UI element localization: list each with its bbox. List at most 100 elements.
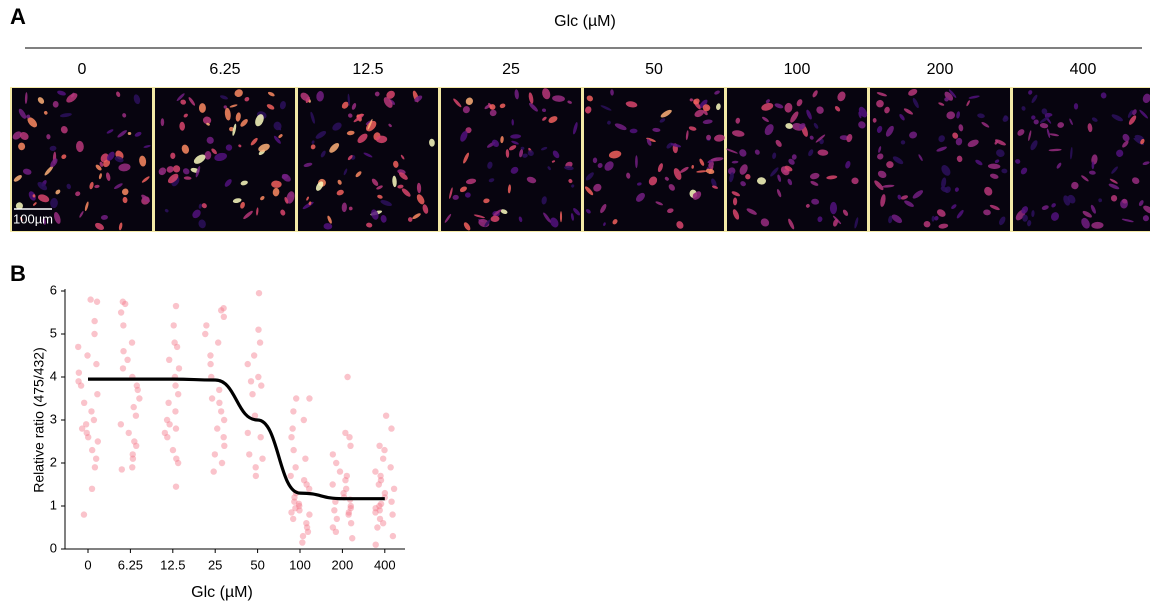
- data-point: [347, 504, 354, 512]
- cell: [541, 108, 547, 113]
- cell: [1041, 108, 1048, 115]
- cell: [84, 201, 89, 212]
- data-point: [305, 485, 313, 492]
- cell: [977, 113, 985, 119]
- x-tick-label: 6.25: [118, 557, 143, 572]
- data-point: [210, 468, 217, 475]
- cell: [75, 191, 81, 197]
- cell: [392, 175, 397, 188]
- cell: [809, 172, 820, 180]
- data-point: [299, 539, 306, 546]
- cell: [520, 146, 525, 150]
- cell: [568, 179, 573, 184]
- cell: [608, 150, 622, 159]
- cell: [158, 167, 167, 176]
- cell: [941, 165, 951, 176]
- cell: [659, 118, 666, 123]
- cell: [449, 187, 453, 199]
- data-point: [133, 382, 141, 389]
- cell: [1121, 218, 1134, 223]
- data-point: [91, 330, 98, 338]
- cell: [229, 126, 234, 132]
- cell: [118, 163, 131, 172]
- data-point: [172, 483, 180, 490]
- cell: [315, 181, 324, 191]
- cell: [897, 194, 902, 200]
- cell: [968, 95, 980, 99]
- cell: [98, 173, 102, 180]
- data-point: [207, 360, 214, 368]
- cell: [670, 143, 682, 148]
- cell: [923, 220, 931, 228]
- data-point: [117, 309, 125, 316]
- data-point: [252, 472, 260, 480]
- cell: [552, 95, 565, 102]
- cell: [500, 209, 508, 215]
- cell: [527, 150, 534, 156]
- data-point: [299, 532, 307, 540]
- cell: [900, 140, 906, 145]
- data-point: [306, 395, 313, 402]
- cell: [955, 137, 963, 146]
- cell: [731, 160, 739, 164]
- data-point: [164, 434, 171, 441]
- data-point: [344, 373, 351, 381]
- cell: [13, 175, 22, 182]
- cell: [1028, 130, 1032, 142]
- cell: [141, 194, 150, 203]
- cell: [271, 180, 282, 188]
- cell: [548, 116, 558, 123]
- cell: [43, 110, 48, 115]
- cell: [679, 166, 689, 173]
- cell: [416, 182, 422, 194]
- cell: [500, 135, 504, 144]
- cell: [550, 217, 559, 228]
- data-point: [333, 459, 340, 467]
- cell: [114, 156, 124, 163]
- data-point: [94, 391, 101, 398]
- cell: [760, 218, 770, 227]
- cell: [172, 165, 181, 173]
- cell: [1051, 203, 1056, 208]
- cell: [160, 118, 165, 127]
- cell: [284, 197, 289, 204]
- data-point: [376, 442, 383, 449]
- cell: [400, 154, 405, 160]
- cell: [597, 162, 603, 168]
- cell: [377, 194, 383, 199]
- cell: [809, 135, 814, 140]
- data-point: [165, 356, 173, 363]
- data-point: [377, 477, 385, 484]
- cell: [183, 113, 188, 118]
- data-point: [129, 455, 137, 462]
- cell: [15, 202, 23, 210]
- data-point: [345, 511, 352, 518]
- cell: [904, 200, 914, 207]
- cell: [510, 166, 519, 174]
- cell: [250, 137, 258, 146]
- cell: [179, 121, 185, 131]
- data-point: [382, 412, 390, 419]
- cell: [164, 209, 169, 213]
- data-point: [376, 515, 384, 523]
- cell: [53, 212, 61, 224]
- data-point: [289, 515, 297, 523]
- cell: [1001, 168, 1008, 174]
- cell: [1063, 195, 1071, 206]
- cell: [348, 206, 353, 211]
- cell: [511, 119, 514, 126]
- data-point: [259, 455, 266, 462]
- y-tick-label: 4: [50, 368, 57, 383]
- cell: [810, 180, 819, 186]
- cell: [612, 219, 618, 225]
- data-point: [174, 459, 182, 467]
- cell: [936, 146, 947, 152]
- cell: [994, 139, 1006, 146]
- cell: [878, 146, 882, 153]
- cell: [95, 164, 102, 171]
- cell: [12, 131, 22, 140]
- cell: [180, 99, 187, 105]
- data-point: [78, 425, 86, 432]
- data-point: [88, 408, 95, 415]
- cell: [858, 111, 862, 119]
